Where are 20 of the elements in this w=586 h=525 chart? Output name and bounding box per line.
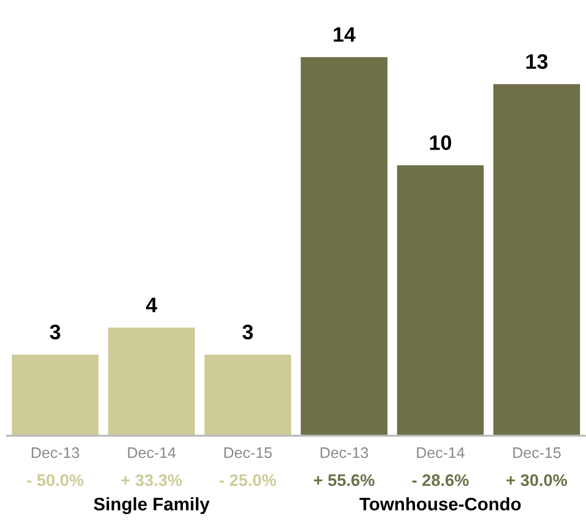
data-label: 14: [334, 27, 356, 42]
text: - 25.0%: [220, 474, 276, 486]
text: + 30.0%: [506, 474, 568, 486]
text: - 50.0%: [27, 474, 84, 486]
data-label: 10: [430, 135, 452, 150]
x-axis-title: Townhouse-Condo: [360, 497, 521, 510]
text: + 55.6%: [314, 474, 374, 486]
x-tick-label: Dec-14: [128, 447, 176, 458]
x-axis-title: Single Family: [94, 497, 210, 514]
x-tick-label: Dec-15: [224, 447, 272, 458]
data-label: 4: [146, 298, 158, 312]
text: + 33.3%: [121, 474, 182, 486]
x-tick-label: Dec-15: [513, 447, 561, 458]
data-label: 13: [526, 54, 548, 69]
text: - 28.6%: [412, 474, 469, 486]
x-tick-label: Dec-13: [32, 447, 80, 458]
x-tick-label: Dec-14: [417, 447, 465, 458]
x-tick-label: Dec-13: [320, 447, 368, 458]
data-label: 3: [50, 324, 60, 340]
data-label: 3: [242, 324, 253, 340]
